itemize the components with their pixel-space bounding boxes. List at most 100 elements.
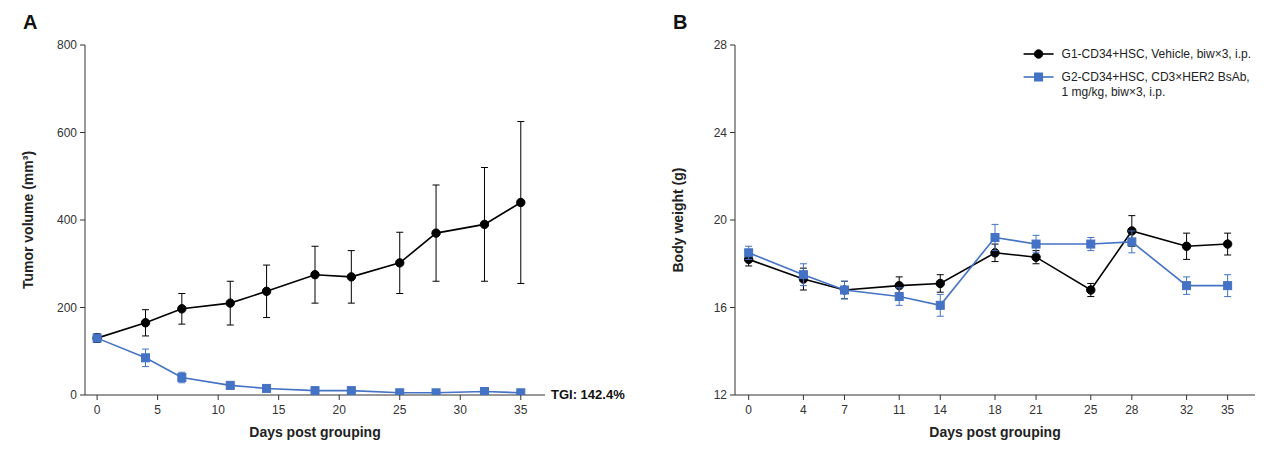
error-bar xyxy=(800,268,807,290)
x-tick-label: 7 xyxy=(841,403,848,417)
error-bar xyxy=(1183,277,1190,295)
error-bar xyxy=(348,251,355,304)
y-tick-label: 28 xyxy=(714,38,728,52)
error-bar xyxy=(433,185,440,281)
x-axis-label: Days post grouping xyxy=(929,424,1060,440)
series xyxy=(745,224,1232,316)
panel: 04711141821252832351216202428Days post g… xyxy=(670,11,1255,440)
error-bar xyxy=(937,294,944,316)
x-tick-label: 4 xyxy=(800,403,807,417)
point xyxy=(1087,240,1095,248)
point xyxy=(480,388,488,396)
legend-label-line: G1-CD34+HSC, Vehicle, biw×3, i.p. xyxy=(1062,47,1251,61)
error-bar xyxy=(1087,238,1094,251)
x-tick-label: 21 xyxy=(1029,403,1043,417)
y-tick xyxy=(80,220,85,221)
error-bar xyxy=(937,275,944,293)
x-tick-label: 0 xyxy=(745,403,752,417)
error-bar xyxy=(1128,231,1135,253)
x-tick xyxy=(339,395,340,400)
y-tick xyxy=(80,307,85,308)
x-tick-label: 25 xyxy=(393,403,407,417)
x-tick-label: 10 xyxy=(211,403,225,417)
y-tick-label: 200 xyxy=(57,301,77,315)
series-line xyxy=(749,238,1228,306)
x-tick xyxy=(748,395,749,400)
legend-label: G2-CD34+HSC, CD3×HER2 BsAb,1 mg/kg, biw×… xyxy=(1062,70,1250,99)
y-tick-label: 16 xyxy=(714,301,728,315)
x-tick xyxy=(520,395,521,400)
x-tick-label: 11 xyxy=(893,403,906,417)
x-tick xyxy=(218,395,219,400)
plot-area xyxy=(744,216,1231,317)
point xyxy=(517,198,525,206)
error-bar xyxy=(1224,233,1231,255)
x-tick xyxy=(899,395,900,400)
error-bar xyxy=(517,122,524,284)
x-tick xyxy=(995,395,996,400)
point xyxy=(895,293,903,301)
x-tick-label: 14 xyxy=(934,403,948,417)
y-tick-label: 20 xyxy=(714,213,728,227)
point xyxy=(178,305,186,313)
plot-area xyxy=(93,122,525,395)
x-tick xyxy=(460,395,461,400)
error-bar xyxy=(841,281,848,299)
error-bar xyxy=(178,372,185,383)
series xyxy=(93,122,525,343)
point xyxy=(1182,242,1190,250)
x-tick-label: 25 xyxy=(1084,403,1098,417)
y-tick-label: 600 xyxy=(57,126,77,140)
x-tick xyxy=(278,395,279,400)
y-tick xyxy=(730,220,735,221)
point xyxy=(142,354,150,362)
point xyxy=(93,334,101,342)
y-tick-label: 12 xyxy=(714,388,728,402)
y-tick xyxy=(80,132,85,133)
error-bar xyxy=(142,349,149,367)
point xyxy=(432,389,440,395)
x-tick-label: 5 xyxy=(154,403,161,417)
x-tick-label: 35 xyxy=(514,403,528,417)
panel: 051015202530350200400600800Days post gro… xyxy=(20,11,625,440)
error-bar xyxy=(178,294,185,325)
legend: G1-CD34+HSC, Vehicle, biw×3, i.p. G2-CD34… xyxy=(1024,47,1251,99)
point xyxy=(991,234,999,242)
point xyxy=(1183,282,1191,290)
point xyxy=(432,229,440,237)
point xyxy=(1128,238,1136,246)
x-tick xyxy=(399,395,400,400)
x-tick xyxy=(1090,395,1091,400)
point xyxy=(262,287,270,295)
point xyxy=(1224,282,1232,290)
point xyxy=(311,387,319,395)
point xyxy=(396,259,404,267)
y-tick-label: 0 xyxy=(70,388,77,402)
point xyxy=(1032,240,1040,248)
legend-label-line: G2-CD34+HSC, CD3×HER2 BsAb, xyxy=(1062,70,1250,84)
x-axis-label: Days post grouping xyxy=(249,424,380,440)
y-tick xyxy=(730,132,735,133)
series-line xyxy=(97,338,521,393)
error-bar xyxy=(312,246,319,303)
point xyxy=(347,387,355,395)
error-bar xyxy=(481,168,488,282)
chart-root: 051015202530350200400600800Days post gro… xyxy=(0,0,1275,475)
point xyxy=(178,374,186,382)
y-tick xyxy=(80,395,85,396)
error-bar xyxy=(896,288,903,306)
point xyxy=(799,271,807,279)
series-line xyxy=(97,203,521,339)
error-bar xyxy=(396,232,403,293)
error-bar xyxy=(992,224,999,250)
legend-marker xyxy=(1034,50,1042,58)
error-bar xyxy=(1224,275,1231,297)
point xyxy=(226,381,234,389)
point xyxy=(93,334,101,342)
y-axis-label: Tumor volume (mm³) xyxy=(20,151,36,289)
x-tick xyxy=(1227,395,1228,400)
error-bar xyxy=(94,335,101,342)
panel-title: A xyxy=(23,11,37,33)
point xyxy=(141,319,149,327)
y-tick xyxy=(730,45,735,46)
